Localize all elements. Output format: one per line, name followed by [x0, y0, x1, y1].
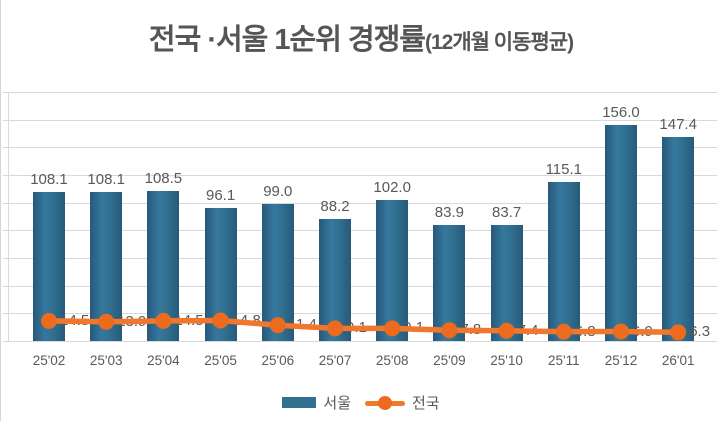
line-marker-icon: [327, 320, 343, 337]
line-swatch-marker-icon: [378, 395, 392, 410]
bar-value-label: 96.1: [205, 187, 236, 205]
x-axis-label: 25'10: [490, 353, 523, 368]
bar-series-swatch: [282, 397, 317, 408]
line-marker-icon: [41, 312, 57, 329]
x-axis-label: 25'08: [375, 353, 409, 368]
line-series-swatch: [365, 395, 405, 410]
bar-value-label: 108.1: [87, 170, 125, 188]
legend-item-seoul: 서울: [282, 392, 351, 413]
x-axis-label: 25'11: [547, 353, 580, 368]
bar-value-label: 83.9: [434, 203, 464, 221]
gridline: [3, 258, 717, 259]
bar-value-label: 147.4: [659, 116, 697, 134]
x-axis-label: 25'05: [204, 353, 237, 368]
bar-value-label: 115.1: [545, 160, 583, 178]
x-axis-label: 25'06: [261, 353, 295, 368]
gridline: [3, 313, 717, 315]
bar-seoul: [605, 125, 637, 341]
line-marker-icon: [498, 322, 515, 339]
gridline: [3, 202, 717, 204]
gridline: [3, 175, 717, 176]
bar-seoul: [376, 199, 409, 341]
bar-value-label: 108.5: [144, 169, 183, 187]
bar-value-label: 108.1: [30, 170, 68, 188]
legend-label-seoul: 서울: [323, 395, 351, 412]
bar-value-label: 102.0: [373, 178, 411, 196]
line-value-label: 6.3: [689, 323, 711, 341]
line-marker-icon: [670, 324, 687, 341]
line-marker-icon: [441, 322, 458, 339]
chart-title-suffix: (12개월 이동평균): [424, 31, 574, 54]
gridline: [3, 119, 717, 121]
chart-title: 전국 ·서울 1순위 경쟁률(12개월 이동평균): [1, 16, 720, 58]
line-marker-icon: [155, 312, 172, 329]
x-axis-label: 25'12: [604, 353, 638, 368]
legend-item-national: 전국: [365, 392, 440, 413]
line-marker-icon: [98, 313, 115, 330]
gridline: [3, 285, 717, 287]
y-axis-line: [8, 92, 9, 341]
gridline: [3, 147, 717, 149]
bar-seoul: [547, 181, 580, 341]
line-marker-icon: [269, 317, 286, 334]
x-axis-label: 26'01: [661, 353, 695, 368]
line-marker-icon: [555, 323, 572, 340]
bar-seoul: [490, 225, 523, 341]
bar-value-label: 99.0: [263, 183, 293, 201]
legend: 서울 전국: [1, 392, 720, 413]
gridline: [3, 92, 717, 93]
bar-value-label: 83.7: [491, 204, 522, 222]
bar-value-label: 156.0: [602, 104, 640, 122]
x-axis-label: 25'03: [89, 353, 123, 368]
line-path: [46, 317, 681, 336]
x-axis-label: 25'09: [433, 353, 466, 368]
line-marker-icon: [613, 323, 629, 340]
line-marker-icon: [384, 320, 401, 337]
bar-value-label: 88.2: [320, 198, 350, 215]
gridline: [3, 230, 717, 232]
x-axis-label: 25'02: [32, 353, 66, 368]
gridline: [3, 341, 717, 342]
x-axis-label: 25'04: [147, 353, 180, 368]
chart-title-main: 전국 ·서울 1순위 경쟁률: [148, 24, 426, 56]
legend-label-national: 전국: [412, 395, 440, 412]
bar-seoul: [433, 224, 466, 341]
line-marker-icon: [212, 312, 229, 329]
bar-seoul: [662, 137, 695, 341]
x-axis-label: 25'07: [318, 353, 352, 368]
